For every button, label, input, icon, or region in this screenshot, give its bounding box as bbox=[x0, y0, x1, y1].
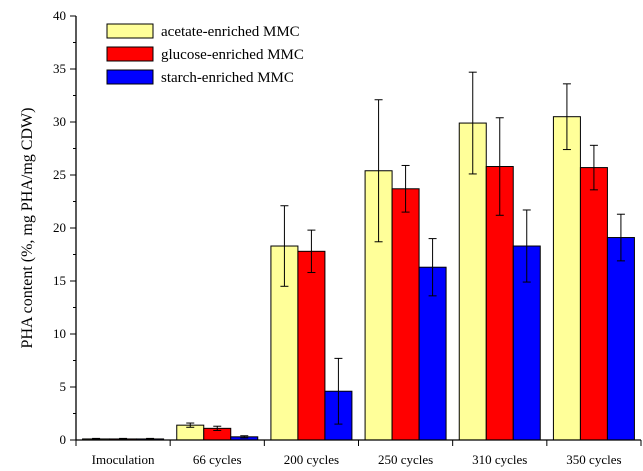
legend-label-glucose: glucose-enriched MMC bbox=[161, 47, 304, 63]
legend-swatch-starch bbox=[106, 69, 154, 85]
y-tick-label-1: 5 bbox=[60, 379, 67, 394]
y-tick-label-2: 10 bbox=[53, 326, 66, 341]
y-tick-label-7: 35 bbox=[53, 61, 66, 76]
bar-starch-5 bbox=[606, 237, 635, 441]
legend-label-acetate: acetate-enriched MMC bbox=[161, 24, 300, 40]
y-tick-label-5: 25 bbox=[53, 167, 66, 182]
axes-group: Imoculation 66 cycles 200 cycles 250 cycles… bbox=[53, 8, 642, 467]
x-tick-label-1: 66 cycles bbox=[193, 452, 242, 467]
legend-label-starch: starch-enriched MMC bbox=[161, 70, 294, 86]
y-axis-title: PHA content (%, mg PHA/mg CDW) bbox=[19, 108, 36, 349]
legend-swatch-acetate bbox=[106, 23, 154, 39]
legend-swatch-glucose bbox=[106, 46, 154, 62]
x-tick-label-0: Imoculation bbox=[92, 452, 155, 467]
y-tick-label-0: 0 bbox=[60, 432, 67, 447]
bar-glucose-3 bbox=[391, 188, 420, 441]
x-tick-label-3: 250 cycles bbox=[378, 452, 433, 467]
bar-glucose-5 bbox=[579, 167, 608, 441]
bar-glucose-2 bbox=[297, 250, 326, 441]
x-tick-label-2: 200 cycles bbox=[284, 452, 339, 467]
x-tick-label-4: 310 cycles bbox=[472, 452, 527, 467]
y-tick-label-6: 30 bbox=[53, 114, 66, 129]
bars-group bbox=[82, 71, 635, 441]
bar-acetate-5 bbox=[552, 116, 581, 441]
y-tick-label-3: 15 bbox=[53, 273, 66, 288]
y-tick-label-8: 40 bbox=[53, 8, 66, 23]
y-tick-label-4: 20 bbox=[53, 220, 66, 235]
x-tick-label-5: 350 cycles bbox=[566, 452, 621, 467]
legend: acetate-enriched MMC glucose-enriched MM… bbox=[106, 23, 304, 86]
